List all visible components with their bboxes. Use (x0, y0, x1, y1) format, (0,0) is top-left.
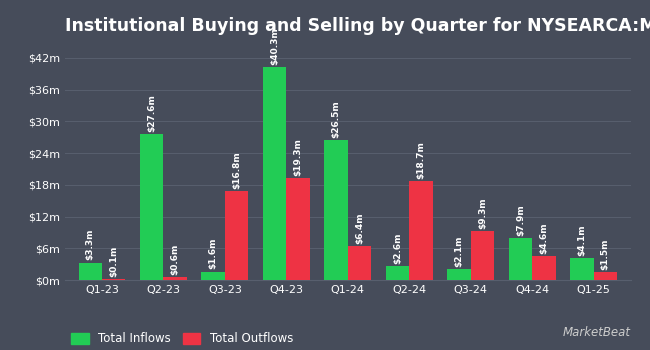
Bar (163, 277, 187, 280)
Text: $1.5m: $1.5m (601, 238, 610, 270)
Text: $1.6m: $1.6m (209, 238, 218, 270)
Bar (102, 279, 125, 280)
Bar (570, 258, 593, 280)
Text: $9.3m: $9.3m (478, 197, 487, 229)
Bar (447, 269, 471, 280)
Text: $2.1m: $2.1m (454, 235, 463, 267)
Text: $2.6m: $2.6m (393, 233, 402, 264)
Bar (140, 134, 163, 280)
Bar (324, 140, 348, 280)
Bar (79, 262, 102, 280)
Text: $6.4m: $6.4m (355, 212, 364, 244)
Bar (348, 246, 371, 280)
Text: $4.1m: $4.1m (577, 225, 586, 256)
Bar (202, 272, 225, 280)
Text: $0.1m: $0.1m (109, 246, 118, 277)
Text: $16.8m: $16.8m (232, 151, 241, 189)
Text: $19.3m: $19.3m (293, 138, 302, 176)
Bar (263, 67, 286, 280)
Text: $4.6m: $4.6m (540, 222, 549, 253)
Legend: Total Inflows, Total Outflows: Total Inflows, Total Outflows (71, 332, 293, 345)
Bar (286, 178, 309, 280)
Text: $0.6m: $0.6m (170, 243, 179, 275)
Text: $7.9m: $7.9m (516, 204, 525, 236)
Bar (471, 231, 494, 280)
Text: $27.6m: $27.6m (147, 94, 156, 132)
Text: $26.5m: $26.5m (332, 100, 341, 138)
Bar (410, 181, 433, 280)
Text: $40.3m: $40.3m (270, 27, 279, 65)
Text: MarketBeat: MarketBeat (562, 327, 630, 340)
Text: $3.3m: $3.3m (86, 229, 95, 260)
Bar (593, 272, 617, 280)
Text: Institutional Buying and Selling by Quarter for NYSEARCA:MUSI: Institutional Buying and Selling by Quar… (65, 17, 650, 35)
Bar (225, 191, 248, 280)
Text: $18.7m: $18.7m (417, 141, 425, 179)
Bar (532, 256, 556, 280)
Bar (386, 266, 410, 280)
Bar (509, 238, 532, 280)
